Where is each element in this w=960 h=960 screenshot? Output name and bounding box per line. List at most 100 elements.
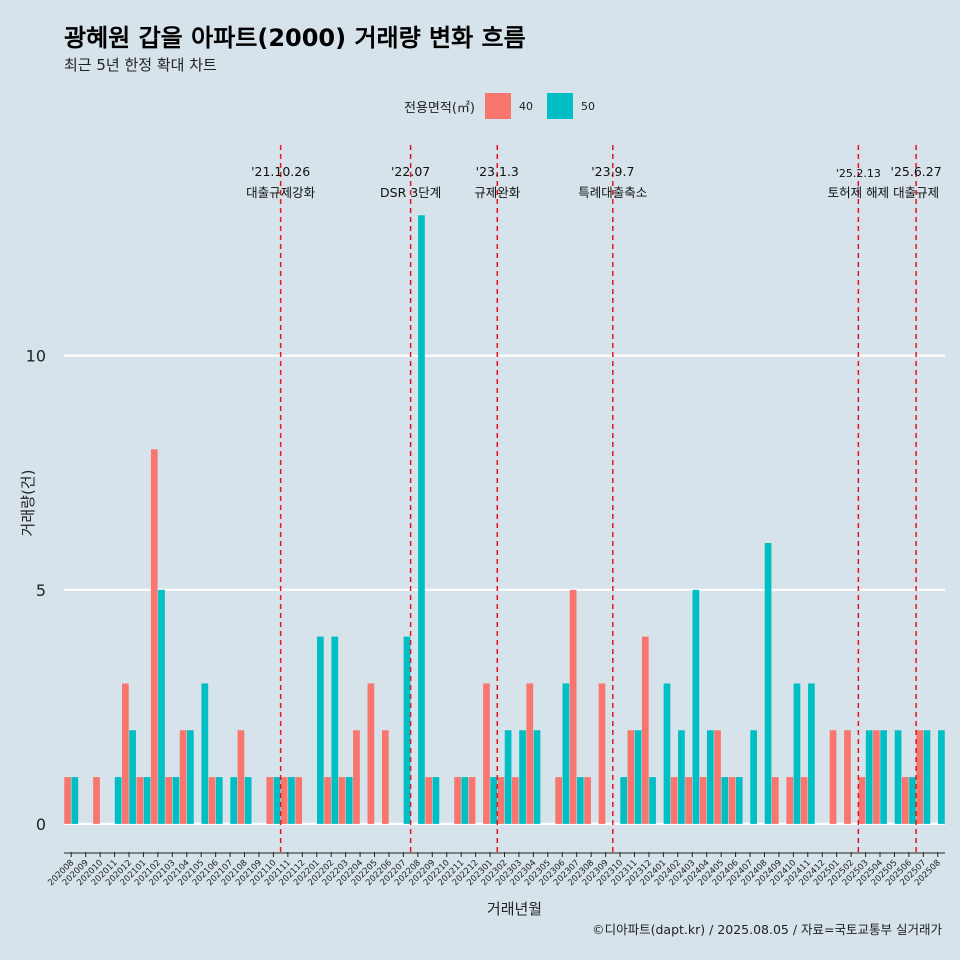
bar-50-202008 (71, 777, 79, 824)
y-tick-label: 0 (36, 815, 46, 834)
bar-50-202011 (114, 777, 122, 824)
bar-50-202107 (230, 777, 238, 824)
event-date: '22.07 (391, 164, 430, 179)
y-tick-label: 10 (26, 347, 46, 366)
bar-40-202204 (353, 730, 360, 824)
bar-40-202302 (497, 777, 505, 824)
bar-40-202209 (425, 777, 433, 824)
bar-40-202304 (526, 683, 534, 824)
bar-50-202410 (793, 683, 801, 824)
event-date: '23.1.3 (476, 164, 519, 179)
bar-50-202406 (735, 777, 743, 824)
legend-key-40 (484, 93, 511, 119)
bar-40-202411 (800, 777, 808, 824)
bar-40-202103 (165, 777, 173, 824)
bar-50-202407 (750, 730, 757, 824)
bar-40-202212 (468, 777, 476, 824)
bar-40-202311 (627, 730, 635, 824)
bar-40-202506 (901, 777, 909, 824)
bar-40-202202 (324, 777, 331, 824)
event-label: 토허제 해제 (828, 185, 889, 200)
event-label: 대출규제 (893, 185, 939, 200)
bar-40-202307 (569, 589, 577, 824)
bar-40-202101 (136, 777, 144, 824)
bar-50-202507 (923, 730, 931, 824)
y-axis-title: 거래량(건) (19, 470, 37, 537)
bar-40-202404 (699, 777, 707, 824)
bar-50-202301 (490, 777, 498, 824)
bar-50-202304 (533, 730, 541, 824)
bar-40-202111 (280, 777, 288, 824)
bar-50-202506 (909, 777, 916, 824)
bar-50-202110 (273, 777, 281, 824)
event-date: '23.9.7 (591, 164, 634, 179)
bar-50-202012 (129, 730, 136, 824)
bar-40-202402 (670, 777, 678, 824)
bar-50-202108 (244, 777, 252, 824)
event-date: '21.10.26 (251, 164, 310, 179)
bar-40-202010 (93, 777, 100, 824)
caption: ©디아파트(dapt.kr) / 2025.08.05 / 자료=국토교통부 실… (592, 922, 942, 937)
bar-40-202306 (555, 777, 563, 824)
bar-50-202508 (938, 730, 945, 824)
event-label: 규제완화 (474, 185, 521, 200)
legend-label-40: 40 (518, 99, 533, 113)
bar-50-202312 (649, 777, 656, 824)
bar-40-202409 (771, 777, 779, 824)
bar-50-202101 (143, 777, 151, 824)
y-tick-label: 5 (36, 581, 46, 600)
bar-40-202012 (122, 683, 129, 824)
bar-50-202411 (808, 683, 815, 824)
bar-50-202405 (721, 777, 729, 824)
bar-40-202309 (598, 683, 606, 824)
bar-40-202106 (208, 777, 216, 824)
bar-40-202503 (858, 777, 866, 824)
legend-key-50 (546, 93, 573, 119)
bar-50-202303 (519, 730, 526, 824)
bar-40-202301 (483, 683, 490, 824)
bar-50-202203 (345, 777, 353, 824)
bar-50-202311 (634, 730, 642, 824)
bar-40-202110 (266, 777, 274, 824)
bar-40-202410 (786, 777, 794, 824)
bar-40-202303 (511, 777, 519, 824)
bar-40-202403 (685, 777, 693, 824)
bar-50-202106 (215, 777, 223, 824)
chart-subtitle: 최근 5년 한정 확대 차트 (64, 56, 217, 74)
event-date: '25.6.27 (891, 164, 942, 179)
bar-50-202310 (620, 777, 628, 824)
bar-50-202102 (158, 589, 165, 824)
bar-40-202205 (367, 683, 375, 824)
bar-50-202402 (678, 730, 685, 824)
bar-50-202202 (331, 636, 339, 824)
bar-40-202312 (641, 636, 649, 824)
bar-40-202112 (295, 777, 303, 824)
bar-40-202504 (873, 730, 880, 824)
bar-50-202103 (172, 777, 180, 824)
x-axis-title: 거래년월 (487, 900, 542, 918)
bar-50-202211 (461, 777, 469, 824)
bar-40-202406 (728, 777, 736, 824)
event-date: '25.2.13 (836, 167, 881, 180)
legend-title: 전용면적(㎡) (404, 100, 475, 116)
bar-50-202104 (187, 730, 194, 824)
event-label: DSR 3단계 (380, 185, 441, 200)
bar-50-202404 (706, 730, 714, 824)
bar-50-202105 (201, 683, 209, 824)
legend: 전용면적(㎡) 40 50 (404, 93, 601, 119)
event-label: 대출규제강화 (246, 185, 316, 200)
bar-50-202401 (663, 683, 671, 824)
legend-label-50: 50 (580, 99, 595, 113)
bar-50-202201 (316, 636, 324, 824)
bar-50-202505 (894, 730, 902, 824)
bar-50-202207 (403, 636, 411, 824)
bar-40-202507 (916, 730, 924, 824)
bar-40-202501 (829, 730, 837, 824)
bar-40-202008 (64, 777, 71, 824)
bar-40-202211 (454, 777, 461, 824)
bar-50-202111 (288, 777, 295, 824)
bar-50-202209 (432, 777, 440, 824)
bar-40-202102 (150, 449, 158, 824)
bar-50-202504 (880, 730, 887, 824)
